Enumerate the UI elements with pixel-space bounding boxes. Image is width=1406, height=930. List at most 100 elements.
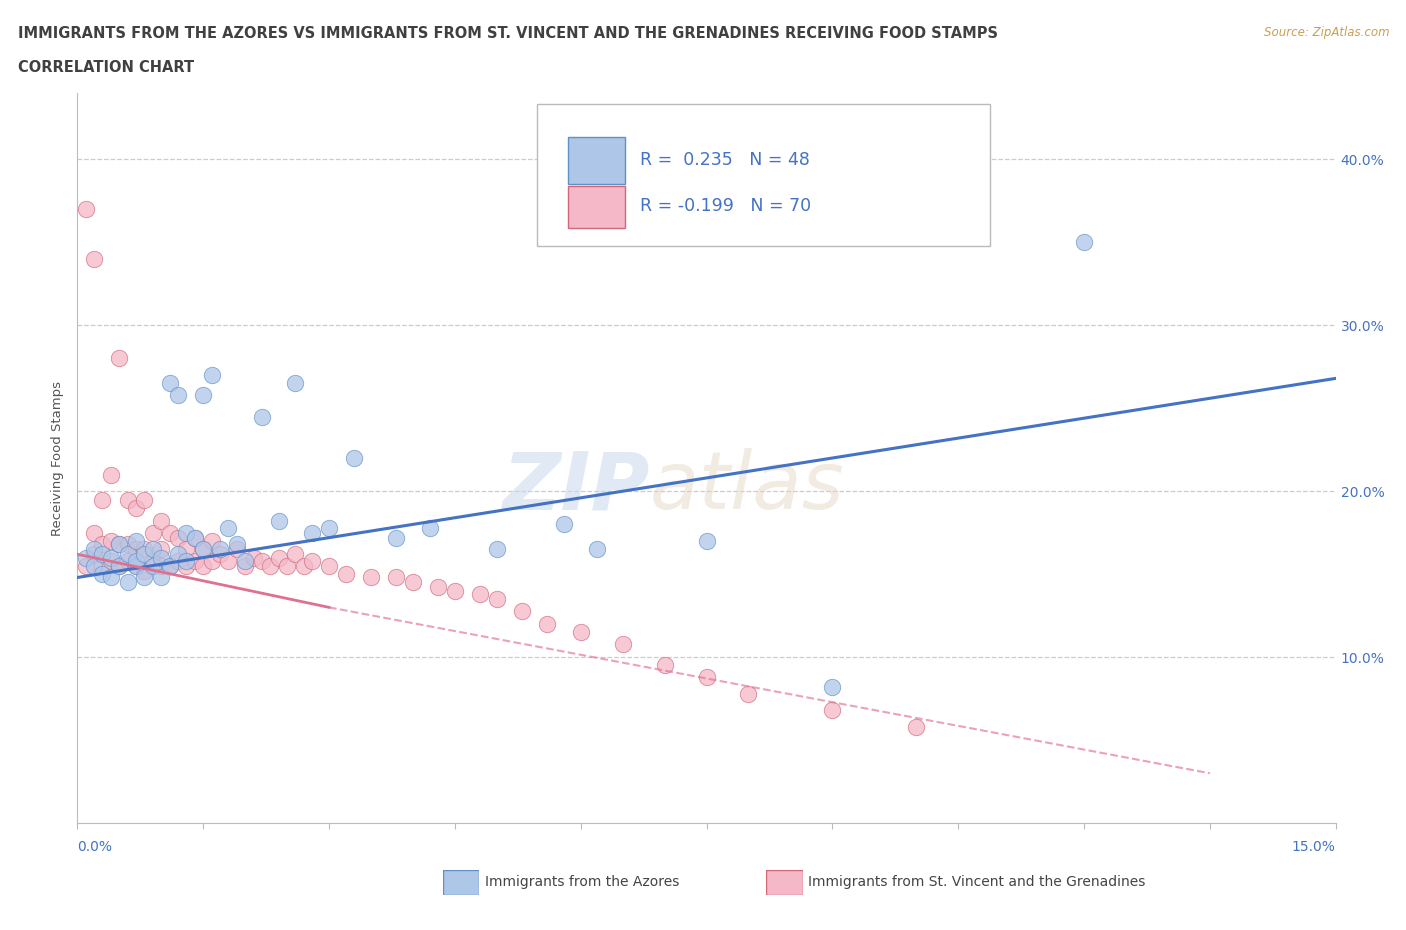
Point [108,537,131,551]
Point [125,534,148,549]
Point [150,513,173,528]
Point [117,537,139,551]
Point [343,451,366,466]
Point [468,587,491,602]
Point [217,553,239,568]
Point [134,542,156,557]
Point [444,583,467,598]
Point [318,520,340,535]
Point [284,547,307,562]
Point [360,570,382,585]
Text: 0.0%: 0.0% [77,840,112,854]
Text: atlas: atlas [650,448,845,526]
Point [553,517,575,532]
Point [100,467,122,482]
Point [167,547,190,562]
Text: 15.0%: 15.0% [1292,840,1336,854]
Point [159,558,181,573]
Point [267,513,290,528]
Point [125,500,148,515]
Point [125,553,148,568]
Point [150,570,173,585]
Point [108,558,131,573]
Text: Source: ZipAtlas.com: Source: ZipAtlas.com [1264,26,1389,39]
Point [485,591,508,606]
Point [427,580,450,595]
Point [301,553,323,568]
Point [176,558,198,573]
Text: R =  0.235   N = 48: R = 0.235 N = 48 [640,152,810,169]
Point [259,558,281,573]
Point [134,570,156,585]
Point [1073,235,1095,250]
Text: IMMIGRANTS FROM THE AZORES VS IMMIGRANTS FROM ST. VINCENT AND THE GRENADINES REC: IMMIGRANTS FROM THE AZORES VS IMMIGRANTS… [18,26,998,41]
Point [225,542,247,557]
Point [696,670,718,684]
Point [167,553,190,568]
Point [536,617,558,631]
Point [117,492,139,507]
Point [385,570,408,585]
Point [100,553,122,568]
Point [134,547,156,562]
Point [318,558,340,573]
Point [150,551,173,565]
Text: Immigrants from St. Vincent and the Grenadines: Immigrants from St. Vincent and the Gren… [808,874,1146,889]
Point [75,551,97,565]
Point [134,492,156,507]
Point [191,388,215,403]
Point [83,547,105,562]
Point [233,558,256,573]
Point [142,525,165,540]
Point [301,525,323,540]
Point [176,553,198,568]
Point [159,558,181,573]
Y-axis label: Receiving Food Stamps: Receiving Food Stamps [51,380,65,536]
Point [75,558,97,573]
Point [737,686,759,701]
Point [208,542,231,557]
Point [225,537,247,551]
Point [200,534,222,549]
Point [125,558,148,573]
Point [159,525,181,540]
Point [91,566,114,581]
Point [150,558,173,573]
Point [159,376,181,391]
Bar [568,186,624,228]
Point [108,351,131,365]
Point [117,575,139,590]
Point [91,558,114,573]
Point [117,547,139,562]
Point [292,558,315,573]
Point [150,542,173,557]
Point [167,388,190,403]
Point [184,530,207,545]
Point [276,558,298,573]
Text: Immigrants from the Azores: Immigrants from the Azores [485,874,679,889]
Point [83,558,105,573]
Point [821,680,844,695]
Point [176,542,198,557]
Point [100,534,122,549]
Point [200,367,222,382]
Point [335,566,357,581]
Point [402,575,425,590]
Point [612,636,634,651]
Point [142,542,165,557]
Point [191,542,215,557]
Point [83,542,105,557]
Point [108,537,131,551]
Point [200,553,222,568]
Point [267,551,290,565]
Point [184,553,207,568]
Point [184,530,207,545]
Point [569,625,592,640]
Point [134,564,156,578]
Point [250,553,273,568]
Point [696,534,718,549]
Point [905,720,928,735]
Point [821,703,844,718]
Text: ZIP: ZIP [502,448,650,526]
Point [485,542,508,557]
